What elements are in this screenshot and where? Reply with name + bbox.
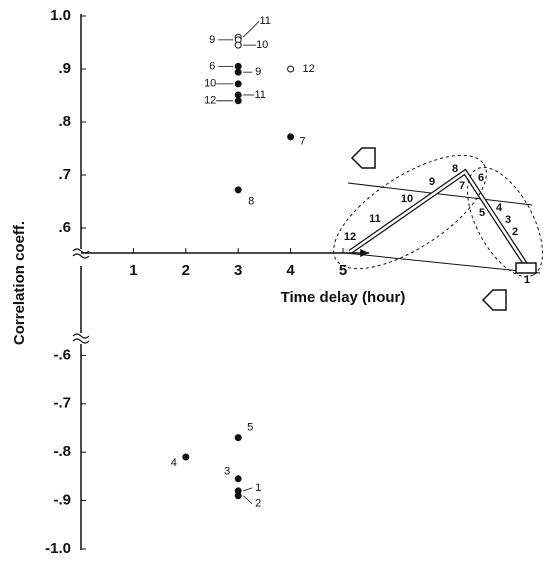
diagram-label: 1 [524, 274, 530, 286]
diagram [333, 147, 543, 311]
leader [243, 487, 253, 492]
point [234, 80, 242, 88]
point-label: 11 [254, 89, 265, 101]
y-axis-label: Correlation coeff. [11, 221, 28, 345]
point-label: 10 [256, 39, 268, 51]
point-label: 12 [204, 95, 216, 107]
y-tick-label: -.8 [53, 443, 71, 460]
y-tick-label: -1.0 [45, 540, 71, 557]
diagram-zone [333, 154, 487, 270]
point-label: 3 [224, 466, 230, 478]
point-label: 2 [255, 498, 261, 510]
point [234, 434, 242, 442]
y-tick-label: -.6 [53, 346, 71, 363]
y-tick-label: 1.0 [50, 7, 71, 24]
point-label: 7 [300, 136, 306, 148]
point-label: 9 [255, 66, 261, 78]
x-tick-label: 2 [182, 262, 190, 279]
point [234, 68, 242, 76]
diagram-label: 9 [429, 176, 435, 188]
x-tick-label: 1 [129, 262, 137, 279]
x-tick-label: 5 [339, 262, 347, 279]
diagram-label: 4 [496, 202, 503, 214]
diagram-label: 7 [459, 180, 465, 192]
axis-break [72, 338, 90, 344]
point-label: 10 [204, 78, 216, 90]
point-label: 8 [248, 196, 254, 208]
y-tick-label: .8 [58, 113, 71, 130]
point [234, 475, 242, 483]
y-tick-label: -.7 [53, 395, 71, 412]
axis-break [72, 253, 90, 259]
point [287, 65, 295, 73]
point-label: 1 [255, 482, 261, 494]
point [234, 492, 242, 500]
point [287, 133, 295, 141]
leader [242, 495, 253, 505]
diagram-label: 2 [512, 226, 518, 238]
point-label: 5 [247, 422, 253, 434]
diagram-label: 10 [401, 193, 413, 205]
point [234, 97, 242, 105]
diagram-label: 5 [479, 207, 485, 219]
diagram-line [347, 182, 533, 206]
x-tick-label: 4 [286, 262, 295, 279]
y-tick-label: .9 [58, 60, 71, 77]
point-label: 6 [209, 60, 215, 72]
point-label: 4 [171, 457, 177, 469]
diagram-end [515, 262, 537, 274]
diagram-label: 3 [505, 214, 511, 226]
diagram-arrow [350, 147, 376, 169]
point [234, 62, 242, 70]
point [234, 186, 242, 194]
point-label: 9 [209, 34, 215, 46]
x-tick-label: 3 [234, 262, 242, 279]
x-axis-label: Time delay (hour) [281, 289, 406, 306]
leader [242, 20, 260, 38]
diagram-arrow [481, 289, 507, 311]
diagram-label: 11 [369, 213, 381, 225]
diagram-label: 8 [452, 163, 458, 175]
diagram-line [344, 252, 541, 274]
diagram-arm [349, 170, 530, 269]
point [182, 453, 190, 461]
diagram-label: 6 [478, 172, 484, 184]
diagram-label: 12 [344, 231, 356, 243]
diagram-zone [467, 166, 543, 278]
y-tick-label: -.9 [53, 492, 71, 509]
point-label: 12 [302, 63, 314, 75]
axis-break [72, 333, 90, 339]
point [234, 41, 242, 49]
point [234, 91, 242, 99]
x-axis-arrow [360, 249, 370, 257]
point-label: 11 [259, 15, 270, 27]
y-tick-label: .7 [58, 166, 71, 183]
y-tick-label: .6 [58, 219, 71, 236]
